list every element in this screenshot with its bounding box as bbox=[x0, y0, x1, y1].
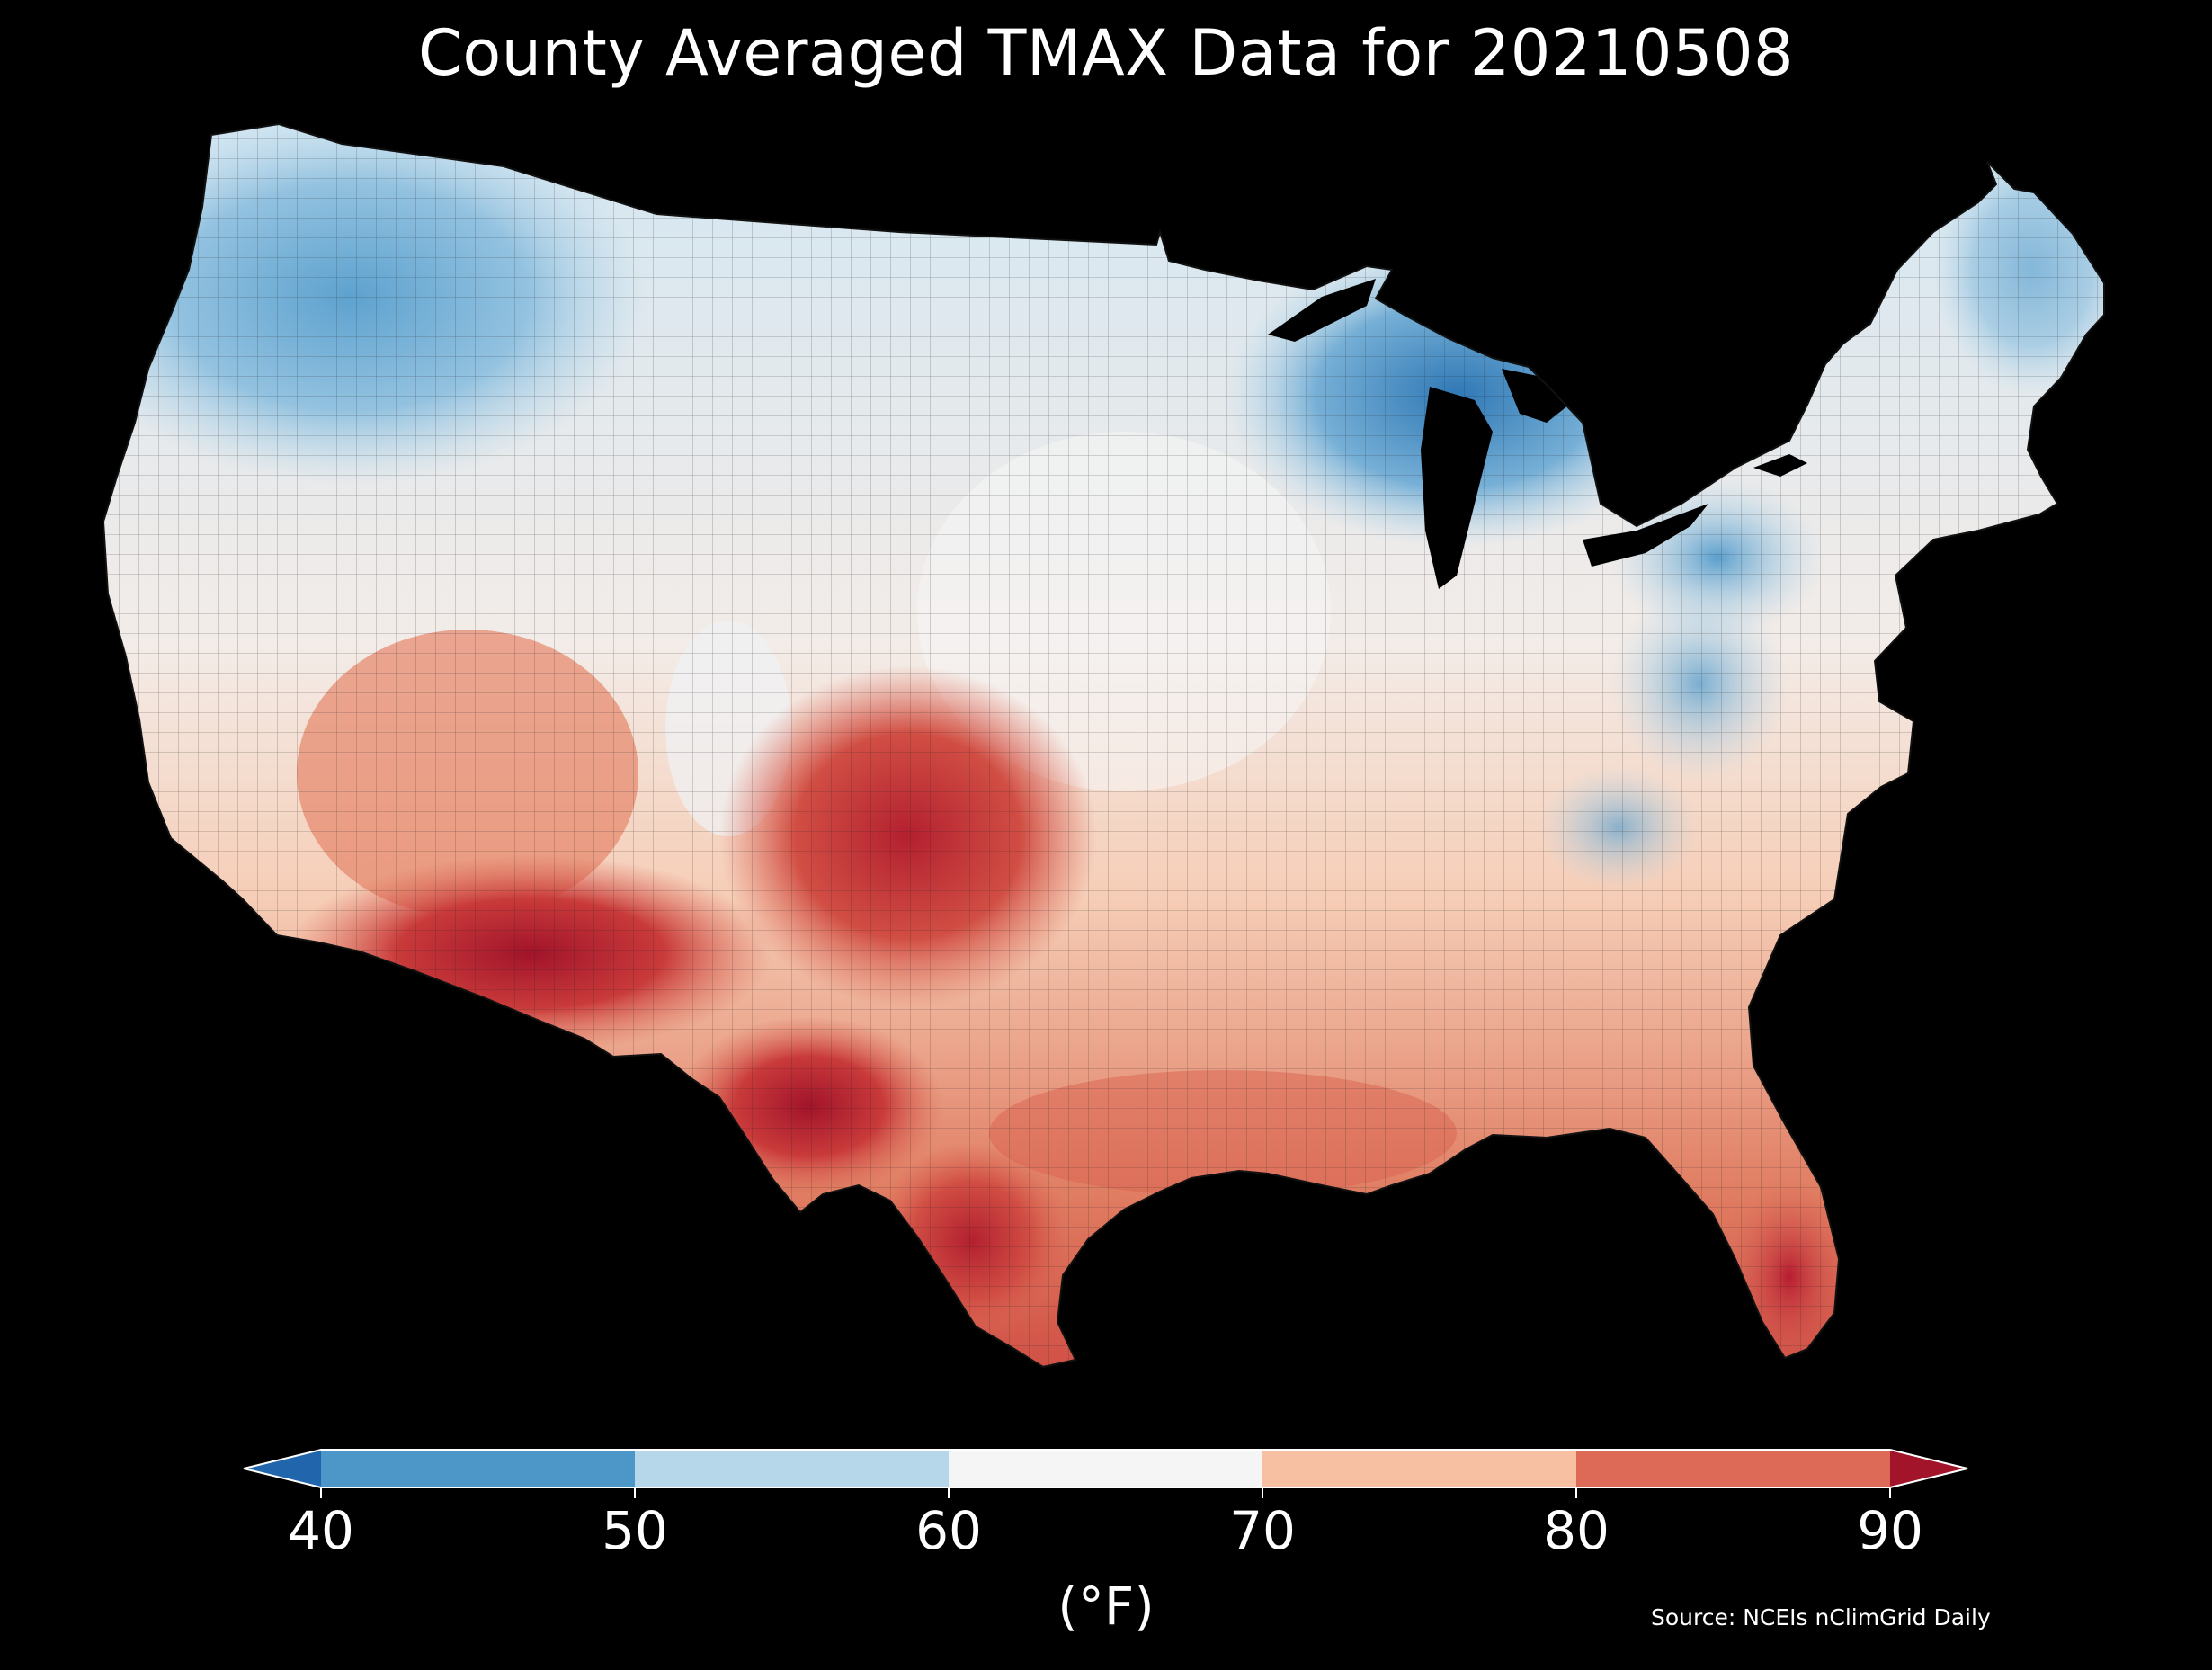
colorbar-bin bbox=[1262, 1450, 1577, 1487]
colorbar-unit-label: (°F) bbox=[1057, 1576, 1155, 1637]
colorbar-bin bbox=[321, 1450, 636, 1487]
colorbar-tick-label: 80 bbox=[1543, 1500, 1610, 1561]
colorbar-tick-label: 40 bbox=[288, 1500, 354, 1561]
colorbar-tick-label: 70 bbox=[1229, 1500, 1296, 1561]
colorbar-bin bbox=[949, 1450, 1263, 1487]
colorbar-bin bbox=[1576, 1450, 1891, 1487]
colorbar-tick-label: 60 bbox=[915, 1500, 982, 1561]
colorbar-bin bbox=[635, 1450, 950, 1487]
colorbar-tick-label: 90 bbox=[1857, 1500, 1923, 1561]
source-note: Source: NCEIs nClimGrid Daily bbox=[1651, 1604, 1991, 1630]
map-title: County Averaged TMAX Data for 20210508 bbox=[417, 16, 1795, 90]
colorbar-low-extend bbox=[244, 1450, 321, 1487]
great-lakes bbox=[1268, 279, 1807, 589]
colorbar-high-extend bbox=[1890, 1450, 1967, 1487]
colorbar-tick-label: 50 bbox=[602, 1500, 668, 1561]
